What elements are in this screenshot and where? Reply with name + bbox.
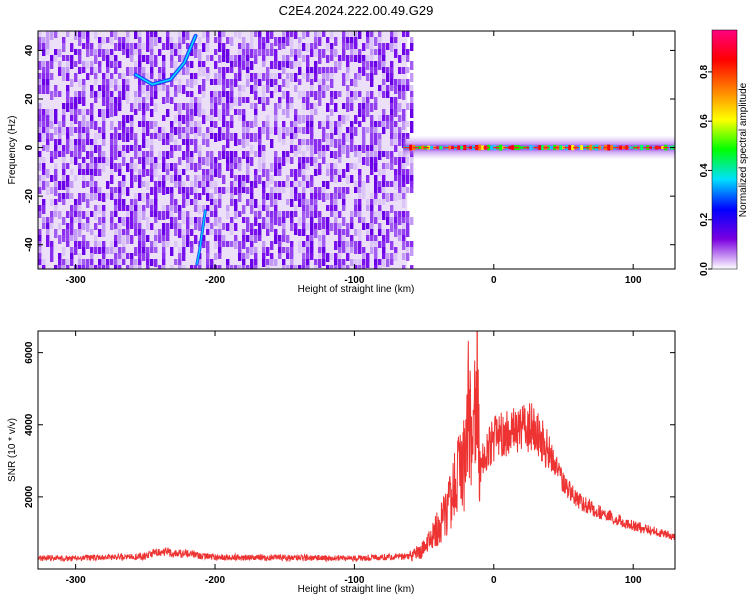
colorbar-tick-label: 0.0 <box>699 262 710 276</box>
snr-series-line <box>38 331 675 563</box>
x-tick-label: 0 <box>491 275 497 286</box>
x-tick-label: -100 <box>344 275 364 286</box>
x-tick-label: -200 <box>205 275 225 286</box>
noise-streak-highlight <box>196 210 206 265</box>
spectrogram-frame <box>37 30 676 270</box>
colorbar-label: Normalized spectral amplitude <box>738 82 749 217</box>
x-tick-label: -100 <box>344 575 364 586</box>
x-tick-label: -300 <box>66 275 86 286</box>
x-tick-label: 100 <box>625 275 642 286</box>
snr-y-label: SNR (10 * v/v) <box>7 418 18 482</box>
x-tick-label: -300 <box>66 575 86 586</box>
colorbar-tick-label: 0.8 <box>699 64 710 78</box>
snr-x-axis: -300 -200 -100 0 100 <box>66 331 642 586</box>
colorbar-tick-label: 0.4 <box>699 163 710 177</box>
y-tick-label: -20 <box>24 188 35 203</box>
y-tick-label: 6000 <box>24 341 35 364</box>
y-tick-label: 40 <box>24 44 35 56</box>
chart-title: C2E4.2024.222.00.49.G29 <box>279 3 434 18</box>
snr-background <box>38 331 675 569</box>
y-tick-label: -40 <box>24 237 35 252</box>
colorbar-gradient <box>711 29 738 270</box>
y-tick-label: 2000 <box>24 485 35 508</box>
snr-y-axis: 2000 4000 6000 <box>24 341 675 508</box>
colorbar-tick-label: 0.6 <box>699 114 710 128</box>
y-tick-label: 20 <box>24 93 35 105</box>
y-tick-label: 4000 <box>24 413 35 436</box>
spectrogram-y-axis: -40 -20 0 20 40 <box>24 44 675 252</box>
x-tick-label: 100 <box>625 575 642 586</box>
x-tick-label: -200 <box>205 575 225 586</box>
noise-arc-highlight <box>134 35 197 86</box>
spectrogram-noise-region <box>38 31 414 269</box>
snr-panel: -300 -200 -100 0 100 2000 4000 6000 Height of … <box>7 330 676 595</box>
snr-frame <box>37 330 676 570</box>
spectrogram-features <box>133 33 675 266</box>
spectrogram-y-label: Frequency (Hz) <box>7 116 18 185</box>
spectrogram-x-axis: -300 -200 -100 0 100 <box>66 31 642 286</box>
colorbar-ticks: 0.0 0.2 0.4 0.6 0.8 <box>699 64 712 276</box>
snr-x-label: Height of straight line (km) <box>298 584 415 595</box>
colorbar-tick-label: 0.2 <box>699 212 710 226</box>
x-tick-label: 0 <box>491 575 497 586</box>
y-tick-label: 0 <box>24 144 35 150</box>
colorbar: 0.0 0.2 0.4 0.6 0.8 Normalized spectral ampl… <box>699 29 749 276</box>
spectrogram-x-label: Height of straight line (km) <box>298 284 415 295</box>
